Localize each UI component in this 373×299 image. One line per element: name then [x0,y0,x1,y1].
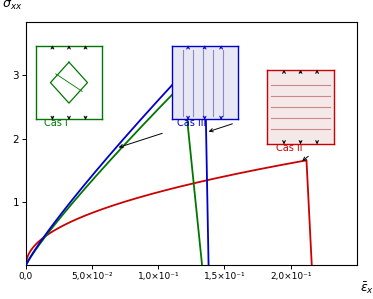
Text: Cas i: Cas i [44,118,68,129]
Y-axis label: $\bar{\sigma}_{xx}$: $\bar{\sigma}_{xx}$ [3,0,23,12]
X-axis label: $\bar{\varepsilon}_{xx}$: $\bar{\varepsilon}_{xx}$ [360,280,373,296]
Text: Cas iii: Cas iii [177,118,206,129]
Text: Cas ii: Cas ii [276,143,302,153]
